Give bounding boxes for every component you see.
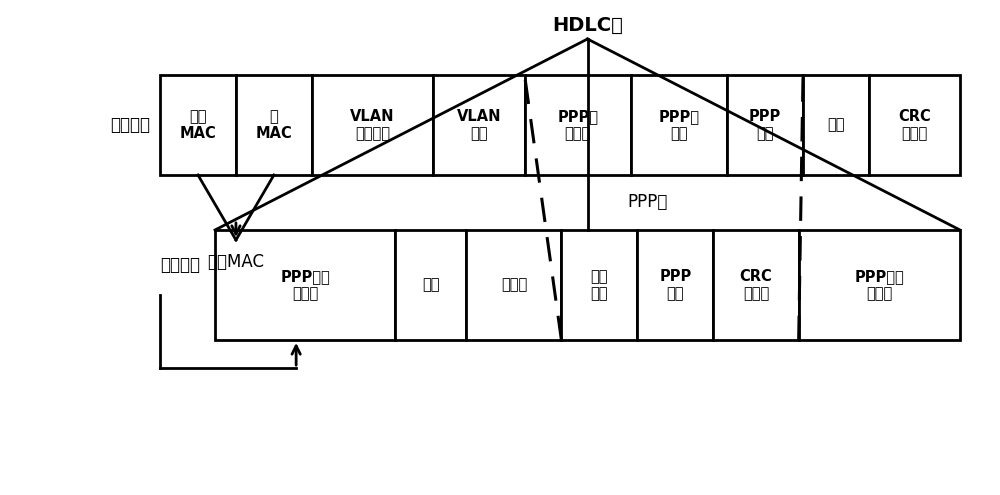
Text: 目的
MAC: 目的 MAC [180, 109, 216, 141]
Text: VLAN
标签: VLAN 标签 [457, 109, 501, 141]
Text: HDLC帧: HDLC帧 [552, 15, 623, 35]
Bar [433, 75, 525, 175]
Text: PPP帧间
隔标记: PPP帧间 隔标记 [280, 269, 330, 301]
Bar [803, 75, 869, 175]
Bar [561, 230, 637, 340]
Bar [215, 230, 395, 340]
Text: PPP帧: PPP帧 [627, 194, 668, 211]
Text: PPP帧
长度: PPP帧 长度 [658, 109, 699, 141]
Bar [395, 230, 466, 340]
Text: CRC
校验位: CRC 校验位 [740, 269, 772, 301]
Bar [727, 75, 803, 175]
Bar [637, 230, 713, 340]
Text: 填充: 填充 [827, 117, 845, 133]
Bar [869, 75, 960, 175]
Text: PPP标
签类型: PPP标 签类型 [557, 109, 598, 141]
Bar [631, 75, 727, 175]
Text: 地址: 地址 [422, 278, 440, 293]
Bar [236, 75, 312, 175]
Text: 控制字: 控制字 [501, 278, 527, 293]
Text: 线路接口: 线路接口 [160, 256, 200, 274]
Bar [713, 230, 799, 340]
Text: PPP
净荷: PPP 净荷 [749, 109, 781, 141]
Text: 内层MAC: 内层MAC [207, 253, 264, 271]
Text: 协议
类型: 协议 类型 [591, 269, 608, 301]
Text: 源
MAC: 源 MAC [256, 109, 292, 141]
Text: PPP帧间
隔标记: PPP帧间 隔标记 [854, 269, 904, 301]
Text: PPP
净荷: PPP 净荷 [659, 269, 691, 301]
Bar [466, 230, 561, 340]
Text: VLAN
标签类型: VLAN 标签类型 [350, 109, 395, 141]
Text: CRC
校验位: CRC 校验位 [898, 109, 931, 141]
Text: 背板接口: 背板接口 [110, 116, 150, 134]
Bar [525, 75, 631, 175]
Bar [312, 75, 433, 175]
Bar [799, 230, 960, 340]
Bar [160, 75, 236, 175]
